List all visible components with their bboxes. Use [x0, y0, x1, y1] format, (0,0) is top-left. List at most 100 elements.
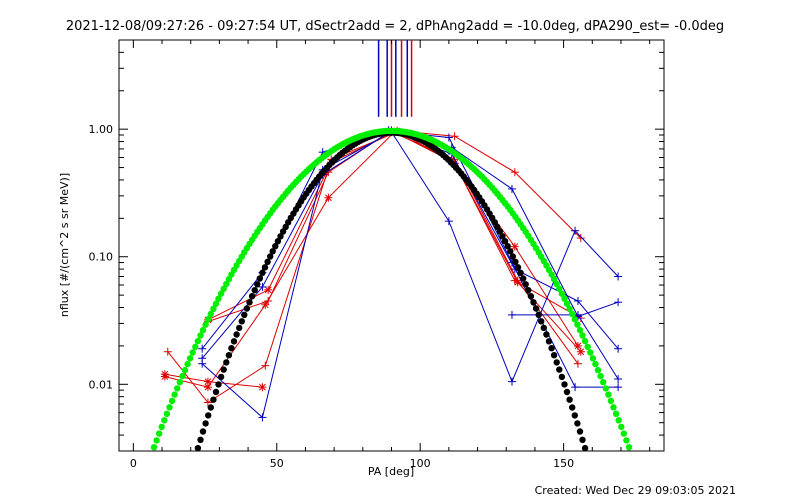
black-fit-point [507, 248, 514, 255]
black-fit-point [220, 366, 227, 373]
black-fit-point [520, 275, 527, 282]
black-fit-point [210, 396, 217, 403]
y-axis-label: nflux [#/(cm^2 s sr MeV)] [58, 173, 71, 317]
green-fit-point [166, 404, 173, 411]
green-fit-point [225, 276, 233, 283]
y-tick-label: 1.00 [89, 123, 114, 136]
green-fit-point [561, 295, 568, 302]
green-fit-point [576, 326, 584, 334]
black-fit-point [267, 253, 274, 260]
green-fit-point [550, 276, 558, 283]
black-fit-point [525, 287, 532, 294]
black-fit-point [233, 331, 240, 338]
green-fit-point [217, 290, 225, 297]
black-fit-point [251, 287, 258, 294]
data-point [325, 194, 332, 202]
vertical-markers [377, 40, 413, 117]
green-fit-point [205, 316, 212, 323]
green-fit-point [579, 332, 586, 339]
green-fit-point [548, 271, 555, 278]
green-fit-point [215, 295, 222, 302]
black-fit-point [553, 359, 560, 366]
green-fit-point [597, 372, 604, 380]
y-tick-label: 0.10 [89, 251, 114, 264]
black-fit-point [550, 352, 558, 359]
black-fit-point [215, 381, 222, 388]
data-point [577, 348, 585, 356]
black-fit-point [272, 243, 279, 250]
black-fit-point [274, 238, 282, 245]
green-fit-point [158, 423, 165, 431]
green-fit-point [207, 310, 214, 318]
green-fit-point [212, 300, 220, 307]
black-fit-point [522, 281, 529, 288]
data-point [161, 373, 169, 380]
data-point [261, 301, 269, 309]
black-fit-point [194, 444, 202, 452]
black-fit-point [504, 243, 511, 250]
black-fit-point [571, 412, 578, 419]
green-fit-point [150, 444, 158, 451]
black-fit-point [576, 428, 584, 435]
black-fit-point [579, 436, 586, 443]
black-fit-point [207, 404, 214, 411]
black-fit-point [512, 258, 519, 265]
black-fit-point [517, 269, 524, 276]
green-fit-point [197, 332, 204, 339]
green-fit-point [553, 280, 560, 288]
black-fit-point [501, 238, 509, 245]
data-point [511, 243, 519, 250]
green-fit-point [202, 321, 209, 328]
blue-series-line [201, 131, 619, 419]
black-fit-point [514, 264, 522, 271]
y-axis: 0.01 0.10 1.00 [89, 39, 664, 452]
green-fit-point [574, 321, 581, 328]
black-fit-point [277, 233, 284, 240]
green-fit-point [220, 285, 227, 292]
black-fit-point [569, 404, 576, 411]
black-fit-point [241, 311, 248, 318]
green-fit-point [210, 305, 217, 312]
black-fit-point [543, 331, 550, 338]
green-fit-point [610, 404, 617, 411]
green-fit-point [594, 366, 602, 374]
x-axis: 0 50 100 150 [130, 40, 651, 470]
green-fit-point [153, 437, 160, 444]
black-fit-point [556, 366, 563, 373]
green-fit-point [161, 417, 168, 424]
green-fit-point [587, 349, 594, 356]
black-fit-point [202, 420, 209, 427]
black-fit-point [574, 420, 581, 427]
black-fit-point [269, 248, 276, 255]
x-tick-label: 50 [270, 457, 284, 470]
black-fit-point [236, 324, 243, 332]
black-fit-point [527, 293, 535, 300]
black-fit-point [581, 444, 589, 452]
x-axis-label: PA [deg] [368, 465, 414, 478]
black-fit-point [197, 436, 204, 443]
black-fit-point [205, 412, 212, 419]
black-fit-point [228, 345, 235, 352]
black-fit-point [230, 338, 238, 345]
green-fit-point [563, 300, 571, 307]
data-point [204, 378, 212, 385]
black-fit-point [509, 253, 516, 260]
black-fit-point [261, 264, 269, 271]
created-timestamp: Created: Wed Dec 29 09:03:05 2021 [535, 484, 736, 497]
black-fit-point [530, 299, 537, 306]
green-fit-point [192, 343, 199, 350]
green-fit-point [174, 385, 181, 392]
x-tick-label: 100 [410, 457, 431, 470]
black-fit-point [563, 388, 571, 396]
black-fit-point [538, 318, 545, 325]
blue-series-line [512, 314, 619, 380]
green-fit-point [156, 430, 163, 437]
black-fit-point [225, 352, 233, 359]
green-fit-point [602, 385, 609, 392]
black-fit-point [499, 233, 506, 240]
red-series-line [207, 130, 582, 353]
green-fit-point [592, 360, 599, 368]
green-fit-point [612, 410, 620, 417]
black-fit-point [545, 338, 553, 345]
green-fit-point [589, 355, 597, 362]
